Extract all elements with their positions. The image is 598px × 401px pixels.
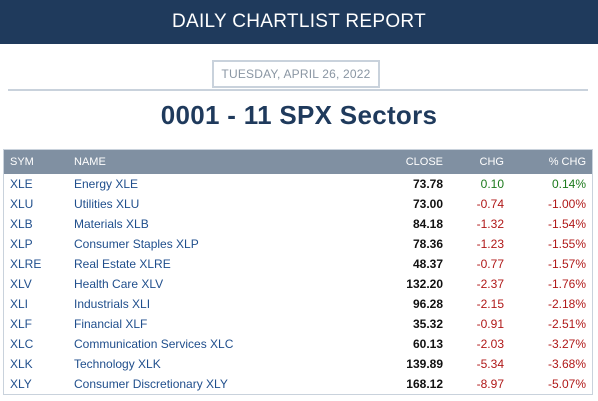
- row-pct-change-value: -1.00%: [547, 197, 586, 211]
- row-pct-change-value: -1.55%: [547, 237, 586, 251]
- row-symbol-link[interactable]: XLF: [10, 317, 33, 331]
- table-row[interactable]: XLY Consumer Discretionary XLY 168.12 -8.97…: [4, 374, 592, 394]
- col-header-chg[interactable]: CHG: [479, 156, 504, 168]
- row-close-value: 132.20: [406, 277, 443, 291]
- row-symbol-link[interactable]: XLE: [10, 177, 33, 191]
- row-name-link[interactable]: Consumer Staples XLP: [74, 237, 199, 251]
- row-close-value: 78.36: [412, 237, 443, 251]
- row-symbol-link[interactable]: XLV: [10, 277, 32, 291]
- table-row[interactable]: XLI Industrials XLI 96.28 -2.15 -2.18%: [4, 294, 592, 314]
- row-pct-change-value: -1.54%: [547, 217, 586, 231]
- row-close-value: 84.18: [412, 217, 443, 231]
- row-change-value: 0.10: [480, 177, 504, 191]
- row-close-value: 73.78: [412, 177, 443, 191]
- row-change-value: -8.97: [476, 377, 504, 391]
- row-symbol-link[interactable]: XLU: [10, 197, 34, 211]
- table-row[interactable]: XLF Financial XLF 35.32 -0.91 -2.51%: [4, 314, 592, 334]
- table-row[interactable]: XLK Technology XLK 139.89 -5.34 -3.68%: [4, 354, 592, 374]
- table-row[interactable]: XLV Health Care XLV 132.20 -2.37 -1.76%: [4, 274, 592, 294]
- col-header-name[interactable]: NAME: [74, 156, 106, 168]
- table-row[interactable]: XLB Materials XLB 84.18 -1.32 -1.54%: [4, 214, 592, 234]
- row-close-value: 60.13: [412, 337, 443, 351]
- table-header: SYM NAME CLOSE CHG % CHG: [4, 150, 592, 174]
- date-divider: [8, 89, 588, 91]
- report-date: TUESDAY, APRIL 26, 2022: [212, 60, 380, 88]
- row-change-value: -0.74: [476, 197, 504, 211]
- row-name-link[interactable]: Energy XLE: [74, 177, 139, 191]
- row-symbol-link[interactable]: XLP: [10, 237, 33, 251]
- row-name-link[interactable]: Industrials XLI: [74, 297, 151, 311]
- row-symbol-link[interactable]: XLRE: [10, 257, 42, 271]
- row-close-value: 48.37: [412, 257, 443, 271]
- row-change-value: -1.32: [476, 217, 504, 231]
- col-header-sym[interactable]: SYM: [10, 156, 34, 168]
- row-name-link[interactable]: Health Care XLV: [74, 277, 164, 291]
- row-close-value: 139.89: [406, 357, 443, 371]
- row-name-link[interactable]: Utilities XLU: [74, 197, 140, 211]
- row-name-link[interactable]: Real Estate XLRE: [74, 257, 171, 271]
- row-close-value: 35.32: [412, 317, 443, 331]
- chartlist-title: 0001 - 11 SPX Sectors: [160, 100, 438, 130]
- row-pct-change-value: 0.14%: [551, 177, 586, 191]
- report-header: DAILY CHARTLIST REPORT: [0, 0, 598, 44]
- row-symbol-link[interactable]: XLI: [10, 297, 29, 311]
- row-change-value: -2.03: [476, 337, 504, 351]
- report-header-title: DAILY CHARTLIST REPORT: [171, 11, 427, 32]
- row-name-link[interactable]: Technology XLK: [74, 357, 161, 371]
- row-pct-change-value: -1.57%: [547, 257, 586, 271]
- table-row[interactable]: XLU Utilities XLU 73.00 -0.74 -1.00%: [4, 194, 592, 214]
- row-close-value: 73.00: [412, 197, 443, 211]
- row-name-link[interactable]: Financial XLF: [74, 317, 148, 331]
- col-header-close[interactable]: CLOSE: [405, 156, 443, 168]
- row-name-link[interactable]: Materials XLB: [74, 217, 149, 231]
- table-row[interactable]: XLP Consumer Staples XLP 78.36 -1.23 -1.55%: [4, 234, 592, 254]
- row-close-value: 96.28: [412, 297, 443, 311]
- table-row[interactable]: XLC Communication Services XLC 60.13 -2.03 -…: [4, 334, 592, 354]
- row-pct-change-value: -3.27%: [547, 337, 586, 351]
- col-header-pct-chg[interactable]: % CHG: [548, 156, 586, 168]
- row-change-value: -2.15: [476, 297, 504, 311]
- table-row[interactable]: XLRE Real Estate XLRE 48.37 -0.77 -1.57%: [4, 254, 592, 274]
- row-name-link[interactable]: Consumer Discretionary XLY: [74, 377, 228, 391]
- row-pct-change-value: -5.07%: [547, 377, 586, 391]
- row-change-value: -0.77: [476, 257, 504, 271]
- table-body: XLE Energy XLE 73.78 0.10 0.14% XLU Utilities …: [4, 174, 592, 394]
- row-close-value: 168.12: [406, 377, 443, 391]
- row-pct-change-value: -1.76%: [547, 277, 586, 291]
- row-symbol-link[interactable]: XLK: [10, 357, 33, 371]
- row-symbol-link[interactable]: XLB: [10, 217, 33, 231]
- report-date-text: TUESDAY, APRIL 26, 2022: [221, 67, 371, 81]
- row-pct-change-value: -3.68%: [547, 357, 586, 371]
- row-pct-change-value: -2.18%: [547, 297, 586, 311]
- row-change-value: -0.91: [476, 317, 504, 331]
- row-name-link[interactable]: Communication Services XLC: [74, 337, 234, 351]
- sector-table: SYM NAME CLOSE CHG % CHG XLE Energy XLE 73…: [3, 149, 593, 395]
- row-pct-change-value: -2.51%: [547, 317, 586, 331]
- row-change-value: -2.37: [476, 277, 504, 291]
- row-symbol-link[interactable]: XLY: [10, 377, 32, 391]
- row-symbol-link[interactable]: XLC: [10, 337, 34, 351]
- row-change-value: -5.34: [476, 357, 504, 371]
- row-change-value: -1.23: [476, 237, 504, 251]
- table-row[interactable]: XLE Energy XLE 73.78 0.10 0.14%: [4, 174, 592, 194]
